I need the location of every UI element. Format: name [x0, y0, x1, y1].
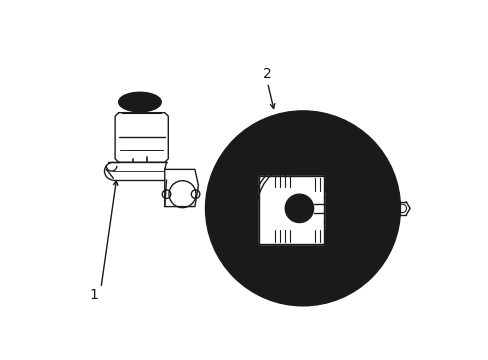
Circle shape — [205, 111, 400, 306]
Ellipse shape — [123, 95, 157, 109]
Text: 1: 1 — [89, 288, 98, 302]
Circle shape — [258, 164, 346, 253]
Polygon shape — [258, 176, 323, 244]
Text: 2: 2 — [263, 67, 271, 81]
Polygon shape — [164, 169, 198, 207]
Circle shape — [285, 194, 313, 222]
Circle shape — [219, 125, 386, 292]
Ellipse shape — [119, 92, 161, 112]
Polygon shape — [115, 113, 168, 162]
Circle shape — [212, 118, 392, 299]
Circle shape — [247, 153, 357, 263]
